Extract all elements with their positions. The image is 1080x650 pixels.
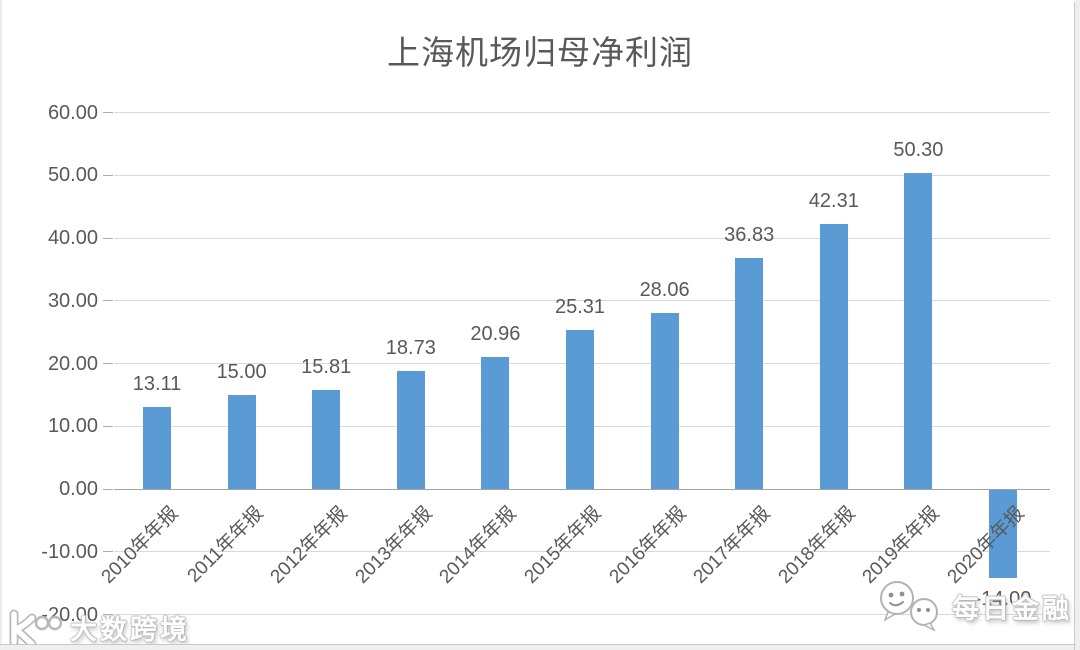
y-axis-tick (103, 551, 113, 553)
gridline (114, 174, 1050, 176)
bar-value-label: -14.00 (974, 587, 1032, 610)
bar-value-label: 20.96 (470, 323, 521, 346)
page-left-edge (0, 0, 2, 650)
y-axis-tick-label: 0.00 (59, 478, 98, 500)
bar-value-label: 13.11 (132, 372, 182, 395)
bar-value-label: 36.83 (724, 223, 775, 246)
y-axis-tick (103, 614, 113, 615)
y-axis-tick (103, 488, 113, 490)
y-axis-tick-label: -10.00 (41, 540, 98, 563)
y-axis-tick (103, 174, 113, 176)
page-bottom-border (0, 644, 1076, 645)
watermark-text: 每日金融 (952, 593, 1072, 624)
page-right-border (1074, 2, 1075, 650)
bar (227, 394, 256, 489)
bar (143, 406, 171, 489)
y-axis-tick-label: 60.00 (47, 101, 98, 124)
bar (904, 173, 933, 489)
bar-value-label: 15.81 (301, 355, 352, 378)
y-axis-tick (103, 237, 113, 239)
gridline (114, 614, 1050, 615)
bar (989, 490, 1017, 578)
y-axis-tick-label: 20.00 (47, 352, 98, 375)
y-axis-tick-label: 40.00 (47, 227, 98, 249)
y-axis-tick (103, 425, 113, 427)
wechat-chat-bubbles-icon (880, 581, 938, 632)
bar-value-label: 50.30 (893, 139, 944, 162)
gridline (114, 551, 1050, 553)
y-axis-tick-label: 10.00 (47, 415, 98, 438)
bar-value-label: 18.73 (385, 337, 436, 360)
bar (650, 312, 679, 489)
gridline (114, 237, 1050, 239)
watermark-text: 大数跨境 (70, 614, 190, 645)
bar (566, 330, 594, 489)
bar (735, 257, 764, 489)
k100-logo-icon (9, 609, 62, 648)
gridline (114, 300, 1050, 302)
gridline (114, 112, 1050, 113)
zero-axis-line (114, 488, 1050, 490)
bar-value-label: 28.06 (639, 278, 690, 301)
bar-value-label: 25.31 (554, 296, 606, 319)
y-axis-tick (103, 112, 113, 113)
chart-title: 上海机场归母净利润 (387, 34, 693, 71)
bar (312, 389, 341, 489)
watermark-bottom-left: 大数跨境 (6, 606, 190, 648)
watermark-bottom-right: 每日金融 (878, 580, 1072, 632)
bar (819, 223, 848, 489)
y-axis-tick-label: 30.00 (47, 289, 98, 312)
bar-value-label: 42.31 (808, 189, 859, 212)
page-right-edge (1075, 0, 1080, 650)
y-axis-tick-label: 50.00 (47, 164, 98, 187)
y-axis-tick (103, 300, 113, 302)
bar (396, 371, 425, 489)
page-bottom-edge (0, 645, 1080, 650)
bar (481, 357, 510, 489)
y-axis-tick (103, 363, 113, 364)
bar-value-label: 15.00 (216, 360, 267, 383)
